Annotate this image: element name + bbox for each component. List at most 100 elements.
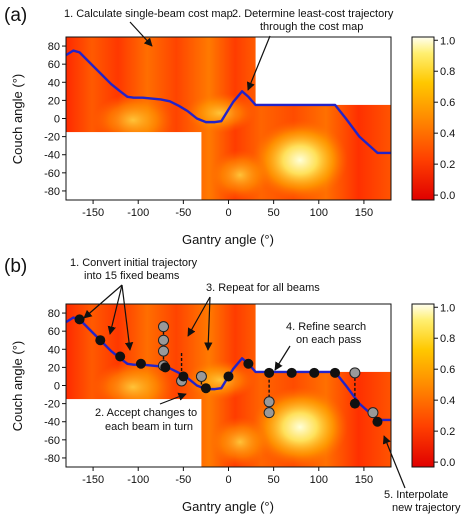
y-tick-label: -40: [44, 417, 60, 429]
panel-a-arrow-2: [246, 35, 271, 91]
candidate-beam-point: [263, 407, 275, 419]
panel-b-arrow-1c: [121, 284, 134, 351]
panel-b-xlabel: Gantry angle (°): [182, 499, 274, 514]
y-tick-label: -80: [44, 453, 60, 465]
panel-a-annotation-2-line1: 2. Determine least-cost trajectory: [232, 8, 394, 20]
panel-a-trajectory: [65, 49, 391, 155]
x-tick-label: 0: [225, 207, 231, 219]
x-tick-label: 0: [225, 474, 231, 486]
x-tick-label: -150: [82, 207, 104, 219]
accepted-beam-point: [74, 314, 85, 325]
y-tick-label: -80: [44, 186, 60, 198]
colorbar-tick-label: 0.8: [440, 333, 455, 345]
excluded-region-2: [255, 37, 391, 105]
panel-b-arrow-4: [274, 345, 291, 371]
accepted-beam-point: [264, 367, 275, 378]
panel-b-arrow-1b: [107, 284, 123, 335]
candidate-beam-point: [158, 345, 169, 357]
x-tick-label: -50: [175, 207, 191, 219]
accepted-beam-point: [95, 335, 106, 346]
panel-a-colorbar: [411, 36, 435, 201]
accepted-beam-point: [200, 383, 211, 394]
y-tick-label: -60: [44, 168, 60, 180]
candidate-beam-point: [263, 396, 275, 408]
panel-b-arrow-2: [159, 392, 187, 405]
x-tick-label: 50: [268, 474, 280, 486]
colorbar-tick-label: 0.6: [440, 364, 455, 376]
panel-b-hotspot-right: [252, 387, 348, 467]
x-tick-label: 100: [310, 207, 328, 219]
y-tick-label: 80: [48, 41, 60, 53]
x-tick-label: -100: [127, 474, 149, 486]
panel-a-annotation-1: 1. Calculate single-beam cost map: [64, 8, 233, 20]
panel-a-ylabel: Couch angle (°): [10, 74, 25, 164]
panel-b-annotation-1-line2: into 15 fixed beams: [84, 270, 180, 282]
panel-a-annotation-2-line2: through the cost map: [260, 21, 363, 33]
panel-b-arrow-3b: [204, 296, 213, 351]
panel-b-annotation-4-line2: on each pass: [296, 334, 362, 346]
y-tick-label: 20: [48, 362, 60, 374]
y-tick-label: 40: [48, 344, 60, 356]
x-tick-label: 150: [355, 474, 373, 486]
y-tick-label: 80: [48, 308, 60, 320]
panel-b-annotation-2-line2: each beam in turn: [105, 421, 193, 433]
panel-b-arrow-3a: [187, 296, 211, 337]
panel-a-excluded-regions: [66, 37, 391, 200]
y-tick-label: -20: [44, 399, 60, 411]
accepted-beam-point: [223, 371, 234, 382]
trajectory-line: [65, 49, 391, 155]
excluded-region-1: [66, 132, 202, 200]
panel-b-annotation-2-line1: 2. Accept changes to: [95, 407, 197, 419]
colorbar-tick-label: 1.0: [440, 302, 455, 314]
panel-a-label: (a): [4, 5, 27, 26]
panel-b-annotation-1-line1: 1. Convert initial trajectory: [70, 257, 198, 269]
accepted-beam-point: [372, 416, 383, 427]
y-tick-label: 60: [48, 326, 60, 338]
panel-b-colorbar: [411, 303, 435, 468]
colorbar-tick-label: 0.2: [440, 426, 455, 438]
panel-b-annotation-3: 3. Repeat for all beams: [206, 282, 320, 294]
accepted-beam-point: [243, 358, 254, 369]
candidate-beam-point: [367, 407, 379, 419]
colorbar-tick-label: 0.4: [440, 395, 455, 407]
colorbar-tick-label: 1.0: [440, 35, 455, 47]
accepted-beam-point: [115, 351, 126, 362]
panel-a-arrow-1: [129, 21, 153, 47]
panel-b-arrow-1a: [83, 284, 123, 319]
panel-b-annotation-5-line1: 5. Interpolate: [384, 489, 448, 501]
colorbar-tick-label: 0.2: [440, 159, 455, 171]
accepted-beam-point: [160, 362, 171, 373]
y-tick-label: 60: [48, 59, 60, 71]
x-tick-label: 150: [355, 207, 373, 219]
candidate-beam-point: [195, 370, 207, 382]
panel-a-hotspot-mid: [185, 93, 255, 133]
accepted-beam-point: [135, 358, 146, 369]
accepted-beam-point: [330, 367, 341, 378]
panel-b-arrow-5: [382, 435, 406, 489]
colorbar-tick-label: 0.4: [440, 128, 455, 140]
panel-a-hotspot-right: [252, 120, 348, 200]
x-tick-label: 100: [310, 474, 328, 486]
colorbar-tick-label: 0.6: [440, 97, 455, 109]
panel-b-colorbar-ticks: 0.0 0.2 0.4 0.6 0.8 1.0: [434, 302, 455, 469]
panel-a-axes: -150 -100 -50 0 50 100 150 80 60 40 20 0 -20 -40 -60 -8…: [44, 41, 373, 219]
panel-b: (b) -150 -100 -50 0 50 100 150806040200-20-40-…: [4, 256, 461, 514]
y-tick-label: 0: [54, 381, 60, 393]
y-tick-label: 20: [48, 95, 60, 107]
panel-a-hotspot-low: [210, 150, 270, 200]
x-tick-label: -50: [175, 474, 191, 486]
panel-b-annotation-2-box: [94, 406, 180, 434]
candidate-beam-point: [349, 367, 361, 379]
candidate-beam-point: [158, 334, 169, 346]
x-tick-label: -150: [82, 474, 104, 486]
y-tick-label: -20: [44, 132, 60, 144]
panel-b-ylabel: Couch angle (°): [10, 341, 25, 431]
candidate-beam-point: [158, 321, 169, 333]
panel-a: (a) 1. Calculate single-beam cost map 2.…: [4, 5, 455, 247]
y-tick-label: -60: [44, 435, 60, 447]
accepted-beam-point: [349, 398, 360, 409]
x-tick-label: 50: [268, 207, 280, 219]
x-tick-label: -100: [127, 207, 149, 219]
y-tick-label: 40: [48, 77, 60, 89]
panel-a-colorbar-ticks: 0.0 0.2 0.4 0.6 0.8 1.0: [434, 35, 455, 202]
